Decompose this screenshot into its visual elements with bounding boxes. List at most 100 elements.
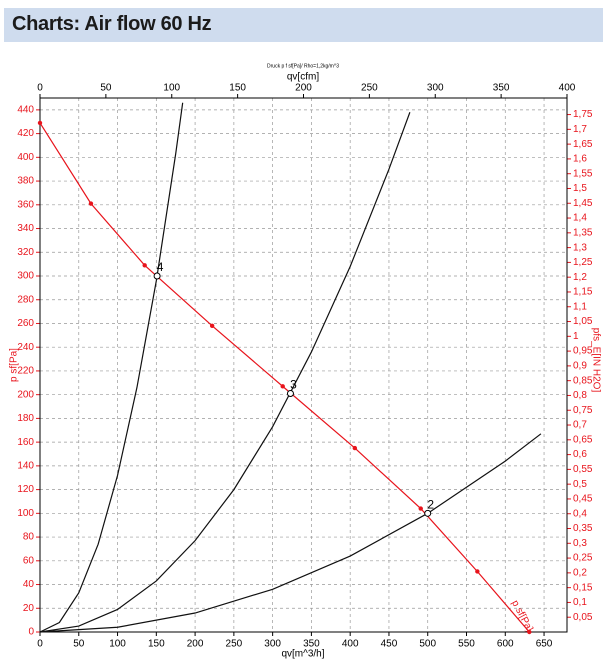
- y2-tick-label: 1,6: [573, 154, 587, 165]
- x2-tick-label: 100: [163, 83, 180, 94]
- y-tick-label: 300: [17, 271, 34, 282]
- curve: [39, 112, 411, 633]
- x-tick-label: 200: [187, 639, 204, 650]
- x-tick-label: 350: [303, 639, 320, 650]
- y-tick-label: 100: [17, 508, 34, 519]
- y2-axis-label: pfs_E[IN H2O]: [590, 328, 601, 393]
- x2-tick-label: 50: [100, 83, 112, 94]
- y-tick-label: 0: [28, 627, 34, 638]
- plot-frame: [39, 97, 568, 633]
- operating-point: [424, 509, 432, 517]
- y2-tick-label: 0,35: [573, 523, 593, 534]
- y2-tick-label: 1,35: [573, 227, 593, 238]
- y2-tick-label: 1,25: [573, 257, 593, 268]
- y-tick-label: 280: [17, 294, 34, 305]
- y-tick-label: 120: [17, 484, 34, 495]
- y2-tick-label: 0,4: [573, 508, 587, 519]
- y-tick-label: 400: [17, 152, 34, 163]
- y2-tick-label: 1,05: [573, 316, 593, 327]
- y2-tick-label: 1,2: [573, 272, 587, 283]
- x-tick-label: 500: [419, 639, 436, 650]
- y2-tick-label: 0,95: [573, 346, 593, 357]
- x-tick-label: 250: [226, 639, 243, 650]
- y-tick-label: 200: [17, 389, 34, 400]
- y-tick-label: 220: [17, 366, 34, 377]
- x-axis-label: qv[m^3/h]: [281, 649, 324, 660]
- y2-tick-label: 0,25: [573, 553, 593, 564]
- x2-tick-label: 150: [229, 83, 246, 94]
- y2-tick-label: 1,75: [573, 109, 593, 120]
- y-tick-label: 140: [17, 461, 34, 472]
- curve-marker: [209, 323, 215, 329]
- y2-tick-label: 0,85: [573, 375, 593, 386]
- curve: [39, 122, 530, 633]
- x2-tick-label: 250: [361, 83, 378, 94]
- y-tick-label: 240: [17, 342, 34, 353]
- x-tick-label: 300: [264, 639, 281, 650]
- y2-tick-label: 0,05: [573, 612, 593, 623]
- y2-tick-label: 1,3: [573, 242, 587, 253]
- curve-label: p sf[Pa]: [509, 599, 535, 634]
- x-tick-label: 450: [381, 639, 398, 650]
- y2-tick-label: 0,65: [573, 434, 593, 445]
- curve-marker: [88, 201, 94, 206]
- y2-tick-label: 1,45: [573, 198, 593, 209]
- y2-tick-label: 0,9: [573, 361, 587, 372]
- y-tick-label: 320: [17, 247, 34, 258]
- y2-tick-label: 0,6: [573, 449, 587, 460]
- x-tick-label: 550: [458, 639, 475, 650]
- y2-tick-label: 0,2: [573, 568, 587, 579]
- x-tick-label: 0: [37, 639, 43, 650]
- x-tick-label: 600: [497, 639, 514, 650]
- y2-tick-label: 0,3: [573, 538, 587, 549]
- y2-tick-label: 1,4: [573, 213, 587, 224]
- y2-tick-label: 0,5: [573, 479, 587, 490]
- y-tick-label: 360: [17, 199, 34, 210]
- curve-marker: [142, 263, 147, 268]
- curve: [39, 102, 184, 633]
- y2-tick-label: 1,5: [573, 183, 587, 194]
- point-label: 4: [157, 260, 164, 274]
- point-label: 3: [290, 378, 297, 392]
- y-tick-label: 380: [17, 176, 34, 187]
- y2-tick-label: 1: [573, 331, 579, 342]
- x-tick-label: 400: [342, 639, 359, 650]
- y2-tick-label: 0,7: [573, 420, 587, 431]
- y-tick-label: 40: [23, 579, 35, 590]
- y-tick-label: 260: [17, 318, 34, 329]
- y2-tick-label: 1,7: [573, 124, 587, 135]
- x-tick-label: 650: [536, 639, 553, 650]
- y2-tick-label: 1,15: [573, 287, 593, 298]
- y-tick-label: 440: [17, 105, 34, 116]
- curve-marker: [418, 506, 423, 511]
- y2-tick-label: 0,75: [573, 405, 593, 416]
- operating-point: [153, 272, 161, 280]
- point-label: 2: [427, 498, 434, 512]
- y2-tick-label: 1,55: [573, 168, 593, 179]
- y-tick-label: 340: [17, 223, 34, 234]
- x2-axis-label: qv[cfm]: [287, 72, 319, 83]
- y-tick-label: 180: [17, 413, 34, 424]
- curve-marker: [352, 445, 358, 451]
- y-axis-label: p sf[Pa]: [9, 348, 20, 382]
- x2-tick-label: 350: [493, 83, 510, 94]
- y2-tick-label: 0,1: [573, 597, 587, 608]
- curve-marker: [527, 629, 532, 635]
- x-tick-label: 100: [109, 639, 126, 650]
- y2-tick-label: 1,65: [573, 139, 593, 150]
- x2-tick-label: 200: [295, 83, 312, 94]
- y-tick-label: 420: [17, 128, 34, 139]
- operating-point: [286, 389, 294, 397]
- y2-tick-label: 0,45: [573, 494, 593, 505]
- chart-title: Druck p f sf[Pa]/ Rho=1,2kg/m^3: [267, 63, 339, 69]
- x-tick-label: 50: [73, 639, 85, 650]
- y-tick-label: 80: [23, 532, 35, 543]
- curve-marker: [475, 569, 480, 574]
- x2-tick-label: 300: [427, 83, 444, 94]
- y2-tick-label: 1,1: [573, 301, 587, 312]
- header: Charts: Air flow 60 Hz: [4, 8, 603, 42]
- curve-marker: [280, 384, 285, 389]
- x-tick-label: 150: [148, 639, 165, 650]
